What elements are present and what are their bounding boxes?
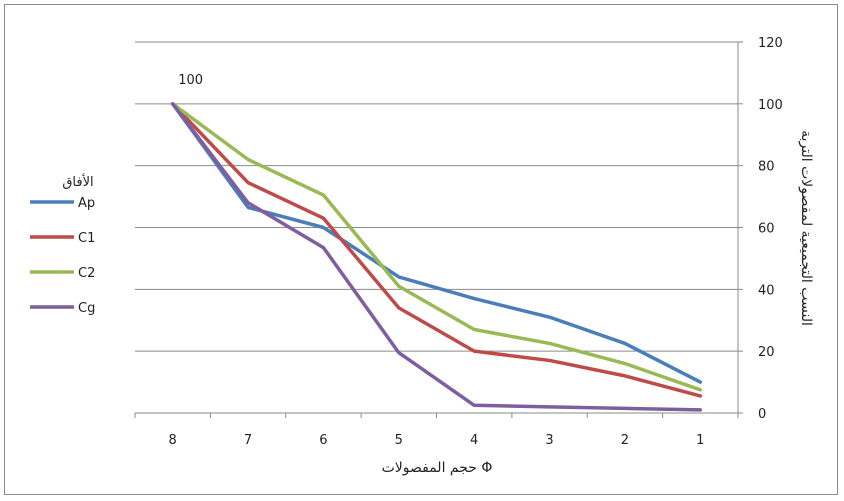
axes <box>134 41 743 418</box>
y-tick-label: 60 <box>758 222 775 237</box>
x-tick-label: 5 <box>395 433 403 448</box>
y-tick-label: 80 <box>758 160 775 175</box>
series-lines <box>170 102 703 412</box>
y-tick-label: 120 <box>758 36 783 51</box>
y-tick-label: 40 <box>758 283 775 298</box>
data-label: 100 <box>178 73 203 88</box>
annotations: 100 <box>178 73 203 88</box>
x-tick-label: 2 <box>621 433 629 448</box>
y-tick-label: 0 <box>758 407 766 422</box>
x-tick-label: 6 <box>319 433 327 448</box>
y-tick-label: 100 <box>758 98 783 113</box>
x-tick-label: 1 <box>696 433 704 448</box>
legend-entry: C1 <box>78 231 95 246</box>
legend-entry: Ap <box>78 196 95 211</box>
y-tick-label: 20 <box>758 345 775 360</box>
legend-title: الأفاق <box>62 173 93 190</box>
legend-entry: C2 <box>78 266 95 281</box>
x-tick-label: 4 <box>470 433 478 448</box>
gridlines <box>135 41 738 352</box>
x-tick-label: 3 <box>545 433 553 448</box>
series-line-ap <box>170 102 703 384</box>
series-line-c1 <box>170 102 703 398</box>
legend: الأفاق Ap C1 C2 Cg <box>30 173 95 316</box>
series-line-cg <box>170 102 703 412</box>
tick-labels: 0 20 40 60 80 100 120 8 7 6 5 4 3 2 1 <box>169 36 783 448</box>
x-tick-label: 7 <box>244 433 252 448</box>
x-tick-label: 8 <box>169 433 177 448</box>
x-axis-label: حجم المفصولات Φ <box>382 460 493 476</box>
series-line-c2 <box>170 102 703 392</box>
legend-entry: Cg <box>78 301 95 316</box>
y-axis-label: النسب التجميعية لمفصولات التربة <box>798 130 814 326</box>
